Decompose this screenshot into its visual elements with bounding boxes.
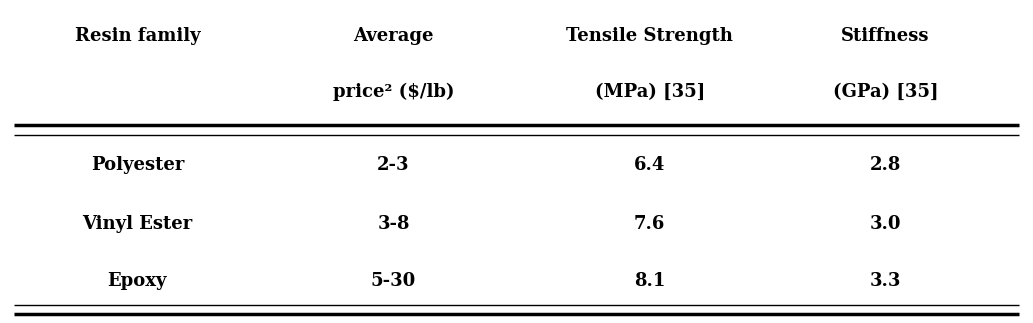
Text: 5-30: 5-30 xyxy=(371,272,416,290)
Text: Vinyl Ester: Vinyl Ester xyxy=(83,215,192,234)
Text: 3.3: 3.3 xyxy=(870,272,901,290)
Text: Resin family: Resin family xyxy=(74,26,200,45)
Text: Average: Average xyxy=(353,26,434,45)
Text: 7.6: 7.6 xyxy=(634,215,665,234)
Text: Tensile Strength: Tensile Strength xyxy=(566,26,733,45)
Text: 2.8: 2.8 xyxy=(870,156,901,174)
Text: Epoxy: Epoxy xyxy=(107,272,167,290)
Text: Polyester: Polyester xyxy=(91,156,184,174)
Text: (GPa) [35]: (GPa) [35] xyxy=(833,83,938,101)
Text: 8.1: 8.1 xyxy=(634,272,665,290)
Text: (MPa) [35]: (MPa) [35] xyxy=(595,83,705,101)
Text: 3.0: 3.0 xyxy=(870,215,901,234)
Text: 6.4: 6.4 xyxy=(634,156,665,174)
Text: 3-8: 3-8 xyxy=(377,215,410,234)
Text: 2-3: 2-3 xyxy=(377,156,410,174)
Text: Stiffness: Stiffness xyxy=(841,26,930,45)
Text: price² ($/lb): price² ($/lb) xyxy=(333,83,455,101)
